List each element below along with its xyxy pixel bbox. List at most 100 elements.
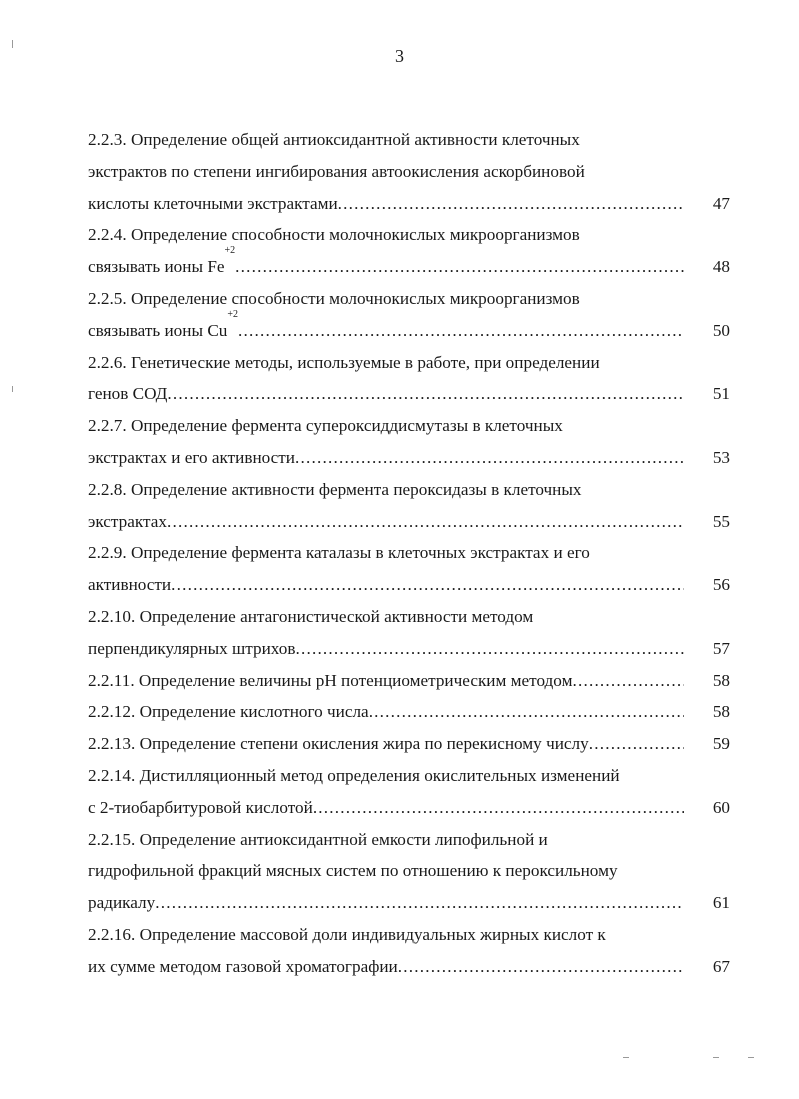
toc-entry-text: 2.2.12. Определение кислотного числа bbox=[88, 702, 369, 722]
toc-page-number: 55 bbox=[712, 511, 730, 531]
toc-line: 2.2.14. Дистилляционный метод определени… bbox=[88, 760, 730, 792]
toc-entry: 2.2.13. Определение степени окисления жи… bbox=[88, 728, 730, 760]
toc-line: генов СОД 51 bbox=[88, 378, 730, 410]
toc-page-number: 53 bbox=[712, 447, 730, 467]
dot-leader bbox=[295, 442, 684, 474]
toc-line: 2.2.6. Генетические методы, используемые… bbox=[88, 347, 730, 379]
dot-leader bbox=[295, 633, 684, 665]
dot-leader bbox=[171, 569, 684, 601]
toc-entry-text: 2.2.14. Дистилляционный метод определени… bbox=[88, 765, 620, 785]
dot-leader bbox=[238, 315, 684, 347]
toc-line: экстрактах и его активности 53 bbox=[88, 442, 730, 474]
toc-page-number: 60 bbox=[712, 797, 730, 817]
dot-leader bbox=[589, 728, 684, 760]
toc-line: активности 56 bbox=[88, 569, 730, 601]
toc-entry: 2.2.8. Определение активности фермента п… bbox=[88, 474, 730, 538]
toc-page-number: 50 bbox=[712, 320, 730, 340]
toc-entry-text: с 2-тиобарбитуровой кислотой bbox=[88, 797, 313, 817]
toc-entry: 2.2.3. Определение общей антиоксидантной… bbox=[88, 124, 730, 219]
toc-entry-text: 2.2.10. Определение антагонистической ак… bbox=[88, 606, 534, 626]
toc-line: 2.2.12. Определение кислотного числа 58 bbox=[88, 696, 730, 728]
scan-artifact bbox=[623, 1057, 629, 1058]
toc-entry: 2.2.10. Определение антагонистической ак… bbox=[88, 601, 730, 665]
toc-entry: 2.2.12. Определение кислотного числа 58 bbox=[88, 696, 730, 728]
toc-page-number: 51 bbox=[712, 384, 730, 404]
toc-entry-text: связывать ионы Cu bbox=[88, 320, 228, 340]
superscript-charge: +2 bbox=[224, 245, 236, 257]
superscript-charge: +2 bbox=[227, 308, 239, 320]
toc-entry-text: 2.2.16. Определение массовой доли индиви… bbox=[88, 924, 606, 944]
toc-entry-text: гидрофильной фракций мясных систем по от… bbox=[88, 861, 618, 881]
toc-line: перпендикулярных штрихов 57 bbox=[88, 633, 730, 665]
toc-entry-text: 2.2.11. Определение величины pH потенцио… bbox=[88, 670, 573, 690]
dot-leader bbox=[572, 665, 684, 697]
toc-entry: 2.2.11. Определение величины pH потенцио… bbox=[88, 665, 730, 697]
toc-entry-text: 2.2.7. Определение фермента супероксидди… bbox=[88, 416, 563, 436]
toc-line: их сумме методом газовой хроматографии 67 bbox=[88, 951, 730, 983]
toc-entry: 2.2.7. Определение фермента супероксидди… bbox=[88, 410, 730, 474]
toc-page-number: 47 bbox=[712, 193, 730, 213]
toc-line: кислоты клеточными экстрактами 47 bbox=[88, 188, 730, 220]
toc-line: гидрофильной фракций мясных систем по от… bbox=[88, 855, 730, 887]
dot-leader bbox=[338, 188, 684, 220]
toc-entry: 2.2.16. Определение массовой доли индиви… bbox=[88, 919, 730, 983]
scan-artifact bbox=[12, 40, 13, 48]
toc-entry-text: 2.2.13. Определение степени окисления жи… bbox=[88, 734, 589, 754]
toc-line: 2.2.15. Определение антиоксидантной емко… bbox=[88, 824, 730, 856]
toc-entry-text: генов СОД bbox=[88, 384, 168, 404]
toc-entry-text: экстрактах bbox=[88, 511, 167, 531]
toc-entry: 2.2.15. Определение антиоксидантной емко… bbox=[88, 824, 730, 919]
dot-leader bbox=[313, 792, 684, 824]
toc-line: связывать ионы Cu+2 50 bbox=[88, 308, 730, 347]
dot-leader bbox=[155, 887, 684, 919]
toc-page-number: 56 bbox=[712, 575, 730, 595]
toc-entry: 2.2.9. Определение фермента каталазы в к… bbox=[88, 537, 730, 601]
toc-entry-text: перпендикулярных штрихов bbox=[88, 638, 296, 658]
scan-artifact bbox=[12, 386, 13, 392]
toc-line: 2.2.7. Определение фермента супероксидди… bbox=[88, 410, 730, 442]
scan-artifact bbox=[748, 1057, 754, 1058]
toc-line: связывать ионы Fe+2 48 bbox=[88, 245, 730, 283]
toc-entry-text: 2.2.5. Определение способности молочноки… bbox=[88, 288, 580, 308]
toc-line: 2.2.13. Определение степени окисления жи… bbox=[88, 728, 730, 760]
toc-line: 2.2.4. Определение способности молочноки… bbox=[88, 219, 730, 251]
toc-entry-text: кислоты клеточными экстрактами bbox=[88, 193, 338, 213]
dot-leader bbox=[167, 378, 684, 410]
scan-artifact bbox=[713, 1057, 719, 1058]
toc-entry-text: 2.2.4. Определение способности молочноки… bbox=[88, 225, 580, 245]
toc-line: с 2-тиобарбитуровой кислотой 60 bbox=[88, 792, 730, 824]
dot-leader bbox=[398, 951, 684, 983]
toc-entry: 2.2.14. Дистилляционный метод определени… bbox=[88, 760, 730, 824]
toc-entry-text: их сумме методом газовой хроматографии bbox=[88, 956, 398, 976]
toc-line: 2.2.3. Определение общей антиоксидантной… bbox=[88, 124, 730, 156]
toc-entry-text: 2.2.9. Определение фермента каталазы в к… bbox=[88, 543, 590, 563]
toc-entry-text: 2.2.8. Определение активности фермента п… bbox=[88, 479, 582, 499]
toc-line: 2.2.16. Определение массовой доли индиви… bbox=[88, 919, 730, 951]
toc-entry-text: радикалу bbox=[88, 893, 156, 913]
toc-page-number: 67 bbox=[712, 956, 730, 976]
toc-page-number: 48 bbox=[712, 257, 730, 277]
toc-page-number: 58 bbox=[712, 702, 730, 722]
toc-entry-text: активности bbox=[88, 575, 172, 595]
toc-page-number: 58 bbox=[712, 670, 730, 690]
toc-entry-text: экстрактов по степени ингибирования авто… bbox=[88, 161, 585, 181]
toc-entry-text: экстрактах и его активности bbox=[88, 447, 296, 467]
toc-entry: 2.2.4. Определение способности молочноки… bbox=[88, 219, 730, 283]
toc-line: радикалу 61 bbox=[88, 887, 730, 919]
toc-page-number: 61 bbox=[712, 893, 730, 913]
table-of-contents: 2.2.3. Определение общей антиоксидантной… bbox=[88, 124, 730, 983]
toc-page-number: 57 bbox=[712, 638, 730, 658]
toc-line: 2.2.9. Определение фермента каталазы в к… bbox=[88, 537, 730, 569]
toc-entry: 2.2.6. Генетические методы, используемые… bbox=[88, 347, 730, 411]
dot-leader bbox=[235, 251, 684, 283]
toc-line: экстрактах 55 bbox=[88, 506, 730, 538]
toc-entry-text: 2.2.15. Определение антиоксидантной емко… bbox=[88, 829, 548, 849]
page-number: 3 bbox=[395, 46, 404, 66]
toc-entry-text: связывать ионы Fe bbox=[88, 257, 225, 277]
dot-leader bbox=[369, 696, 684, 728]
toc-page-number: 59 bbox=[712, 734, 730, 754]
toc-line: 2.2.8. Определение активности фермента п… bbox=[88, 474, 730, 506]
toc-line: экстрактов по степени ингибирования авто… bbox=[88, 156, 730, 188]
toc-entry-text: 2.2.6. Генетические методы, используемые… bbox=[88, 352, 600, 372]
dot-leader bbox=[167, 506, 684, 538]
